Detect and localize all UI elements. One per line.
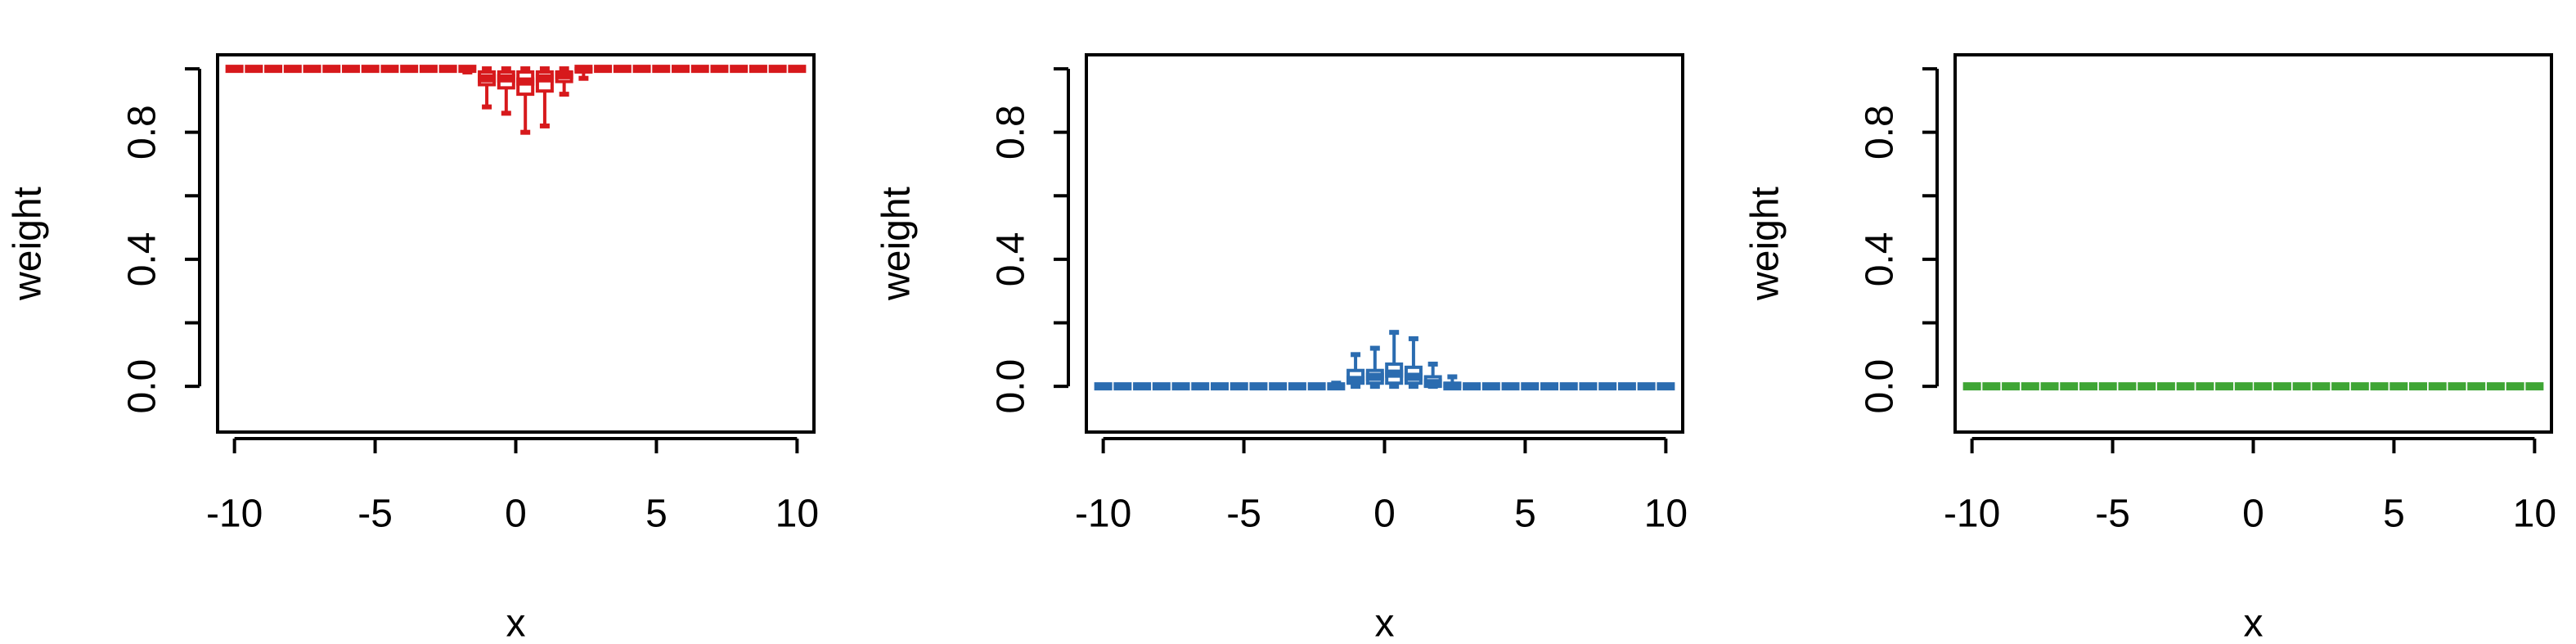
y-axis-label: weight [1744, 187, 1787, 301]
x-axis-label: x [506, 602, 526, 644]
x-axis-label: x [2244, 602, 2264, 644]
x-tick-label: -10 [206, 493, 263, 536]
plot-frame [216, 53, 816, 434]
x-axis-label: x [1375, 602, 1395, 644]
x-tick-label: 5 [1514, 493, 1536, 536]
y-tick-label: 0.8 [1859, 105, 1902, 160]
x-tick-label: -5 [357, 493, 393, 536]
y-axis-label: weight [875, 187, 919, 301]
x-tick-label: 10 [775, 493, 819, 536]
y-tick-label: 0.4 [121, 232, 164, 287]
y-tick-label: 0.0 [990, 359, 1033, 414]
x-tick-label: 0 [505, 493, 527, 536]
y-tick-label: 0.8 [990, 105, 1033, 160]
x-tick-label: -10 [1944, 493, 2000, 536]
x-tick-label: -5 [1226, 493, 1261, 536]
x-tick-label: -10 [1075, 493, 1131, 536]
plot-frame [1085, 53, 1684, 434]
y-tick-label: 0.4 [1859, 232, 1902, 287]
y-tick-label: 0.4 [990, 232, 1033, 287]
x-tick-label: -5 [2095, 493, 2130, 536]
y-tick-label: 0.8 [121, 105, 164, 160]
y-axis-label: weight [7, 187, 50, 301]
y-tick-label: 0.0 [1859, 359, 1902, 414]
x-tick-label: 0 [2242, 493, 2264, 536]
x-tick-label: 10 [2513, 493, 2556, 536]
x-tick-label: 5 [645, 493, 668, 536]
x-tick-label: 0 [1373, 493, 1396, 536]
plot-frame [1953, 53, 2553, 434]
y-tick-label: 0.0 [121, 359, 164, 414]
x-tick-label: 10 [1644, 493, 1688, 536]
x-tick-label: 5 [2383, 493, 2405, 536]
